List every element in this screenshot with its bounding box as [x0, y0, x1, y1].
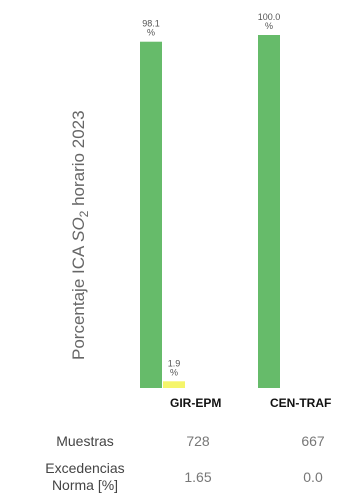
y-label-chem: SO	[69, 217, 88, 242]
data-label-gir-epm-series-1: 1.9%	[168, 358, 181, 377]
category-label-cen-traf: CEN-TRAF	[270, 396, 332, 410]
table-cell-muestras-cen: 667	[301, 433, 325, 449]
table-row-label-excedencias: Excedencias Norma [%]	[45, 460, 125, 493]
bar-gir-epm-series-1	[163, 381, 185, 388]
category-label-gir-epm: GIR-EPM	[170, 396, 222, 410]
table-row-label-muestras: Muestras	[56, 433, 114, 449]
bar-gir-epm-series-0	[140, 41, 162, 388]
y-label-prefix: Porcentaje ICA	[69, 242, 88, 360]
table-cell-excedencias-cen: 0.0	[303, 469, 323, 485]
data-label-gir-epm-series-0: 98.1%	[142, 19, 160, 38]
bar-cen-traf-series-0	[258, 35, 280, 388]
svg-text:Porcentaje ICA SO2 horario 202: Porcentaje ICA SO2 horario 2023	[69, 110, 91, 360]
table-cell-muestras-gir: 728	[186, 433, 210, 449]
data-label-cen-traf-series-0: 100.0%	[258, 12, 281, 31]
table-cell-excedencias-gir: 1.65	[184, 469, 212, 485]
y-label-suffix: horario 2023	[69, 110, 88, 210]
y-axis-label: Porcentaje ICA SO2 horario 2023	[58, 65, 98, 360]
y-label-sub: 2	[77, 210, 91, 217]
